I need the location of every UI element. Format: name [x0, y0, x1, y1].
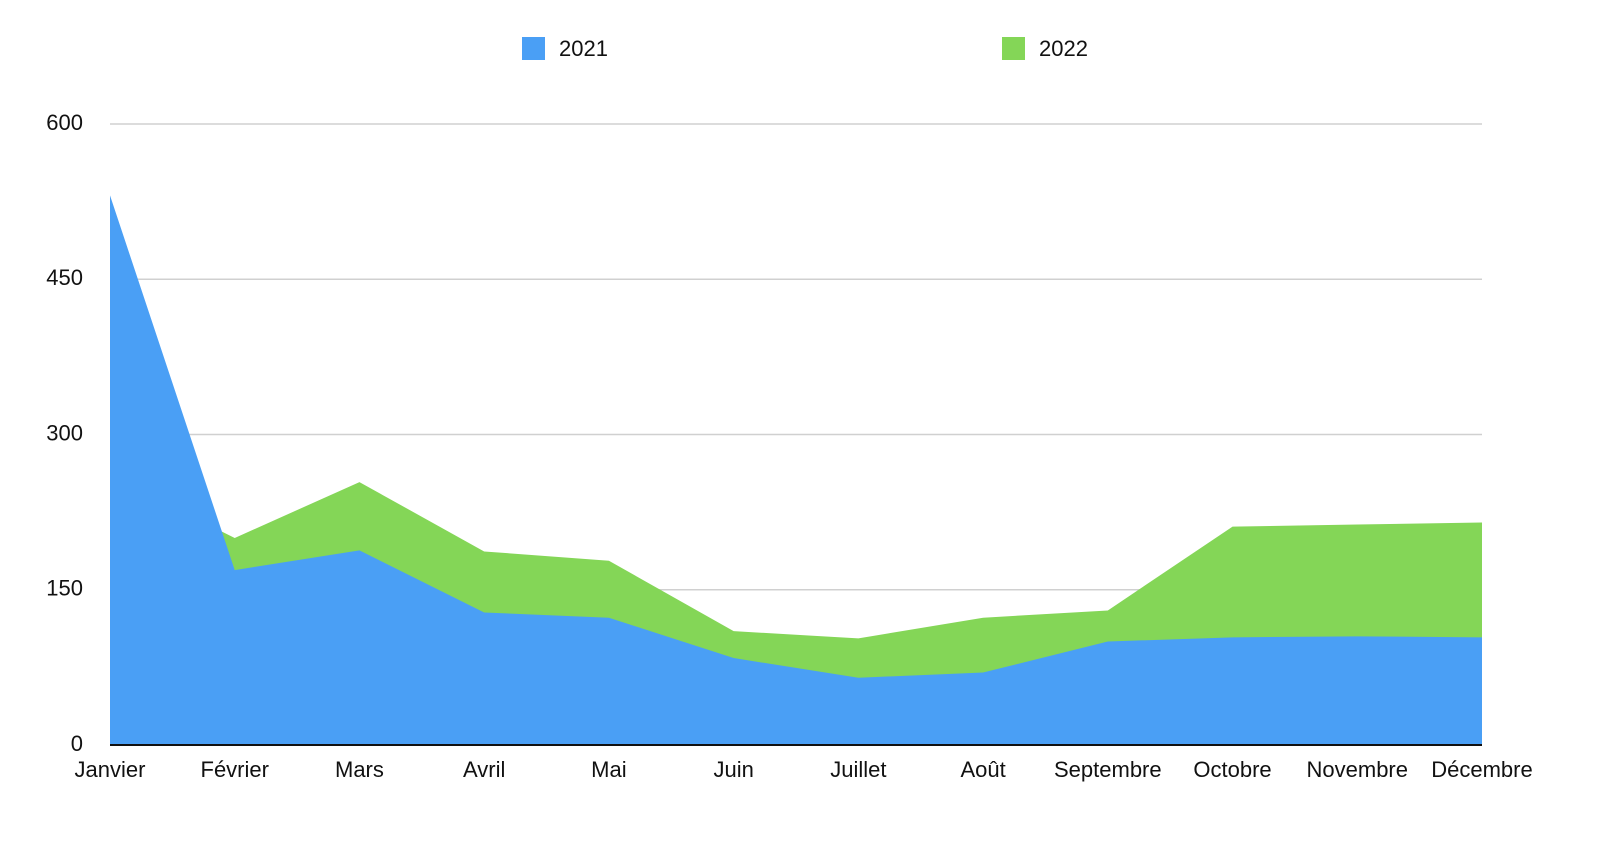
y-tick-label: 150: [46, 576, 83, 601]
legend-swatch: [1002, 37, 1025, 60]
x-tick-label: Août: [960, 757, 1005, 782]
x-tick-label: Juin: [713, 757, 753, 782]
x-tick-label: Octobre: [1193, 757, 1271, 782]
legend-label: 2021: [559, 36, 608, 61]
x-tick-label: Janvier: [75, 757, 146, 782]
x-tick-label: Mars: [335, 757, 384, 782]
area: [110, 195, 1482, 746]
y-tick-label: 0: [71, 731, 83, 756]
y-tick-label: 450: [46, 265, 83, 290]
x-tick-label: Juillet: [830, 757, 886, 782]
x-tick-label: Mai: [591, 757, 626, 782]
legend-swatch: [522, 37, 545, 60]
x-tick-label: Février: [201, 757, 269, 782]
x-tick-label: Décembre: [1431, 757, 1532, 782]
x-tick-label: Avril: [463, 757, 505, 782]
legend-label: 2022: [1039, 36, 1088, 61]
y-tick-label: 600: [46, 110, 83, 135]
x-tick-label: Septembre: [1054, 757, 1162, 782]
y-tick-label: 300: [46, 420, 83, 445]
x-tick-label: Novembre: [1307, 757, 1408, 782]
